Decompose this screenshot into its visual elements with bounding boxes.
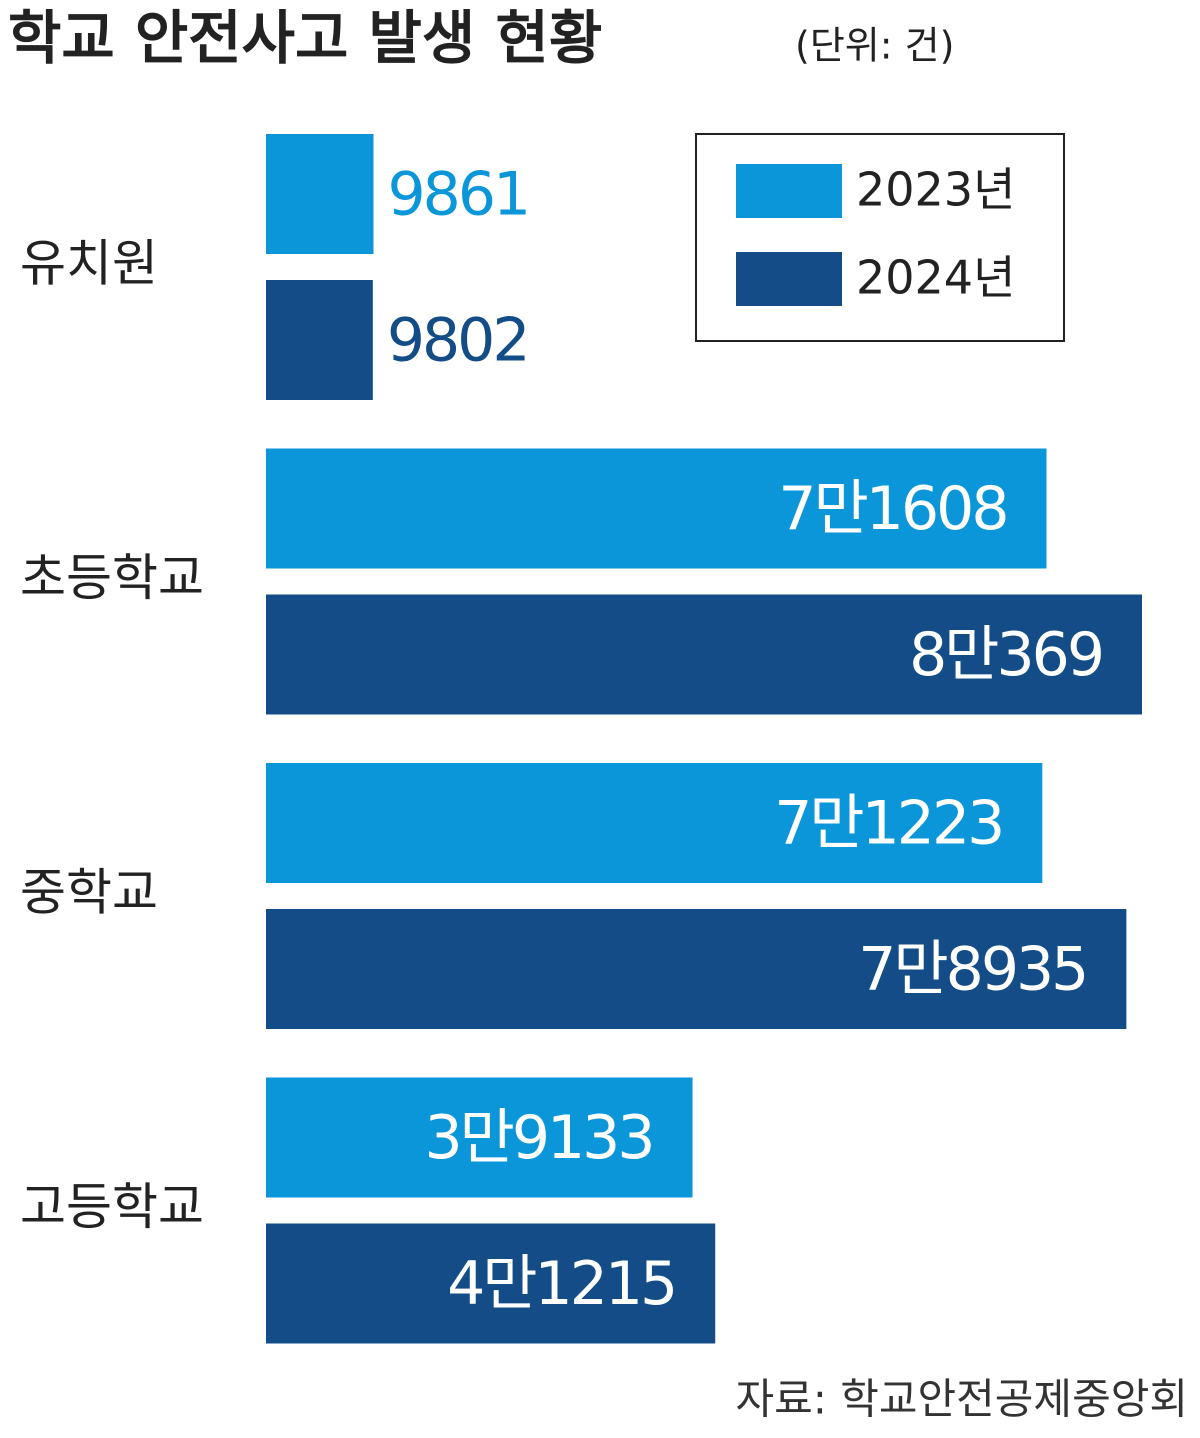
value-label: 7만1223 xyxy=(774,789,1002,859)
value-label: 9861 xyxy=(387,160,528,230)
category-label: 고등학교 xyxy=(20,1178,204,1236)
bar xyxy=(266,909,1127,1029)
bar xyxy=(266,448,1047,569)
value-label: 9802 xyxy=(387,306,528,376)
category-label: 초등학교 xyxy=(20,549,204,607)
bar xyxy=(266,1077,693,1198)
value-label: 8만369 xyxy=(909,620,1102,690)
bar xyxy=(266,763,1043,883)
value-label: 7만1608 xyxy=(778,474,1006,544)
chart-subtitle: (단위: 건) xyxy=(795,24,954,68)
category-label: 유치원 xyxy=(20,235,158,293)
legend-label: 2024년 xyxy=(856,251,1015,305)
legend-swatch xyxy=(736,252,842,306)
bar xyxy=(266,1223,716,1344)
source: 자료: 학교안전공제중앙회 xyxy=(735,1375,1188,1424)
legend-label: 2023년 xyxy=(856,163,1015,217)
value-label: 4만1215 xyxy=(447,1249,675,1319)
chart-title: 학교 안전사고 발생 현황 xyxy=(8,4,602,72)
value-label: 3만9133 xyxy=(424,1103,652,1173)
value-label: 7만8935 xyxy=(858,935,1086,1005)
legend-swatch xyxy=(736,164,842,218)
bar xyxy=(266,134,374,254)
bar xyxy=(266,594,1142,715)
category-label: 중학교 xyxy=(20,864,158,922)
bar xyxy=(266,280,373,400)
